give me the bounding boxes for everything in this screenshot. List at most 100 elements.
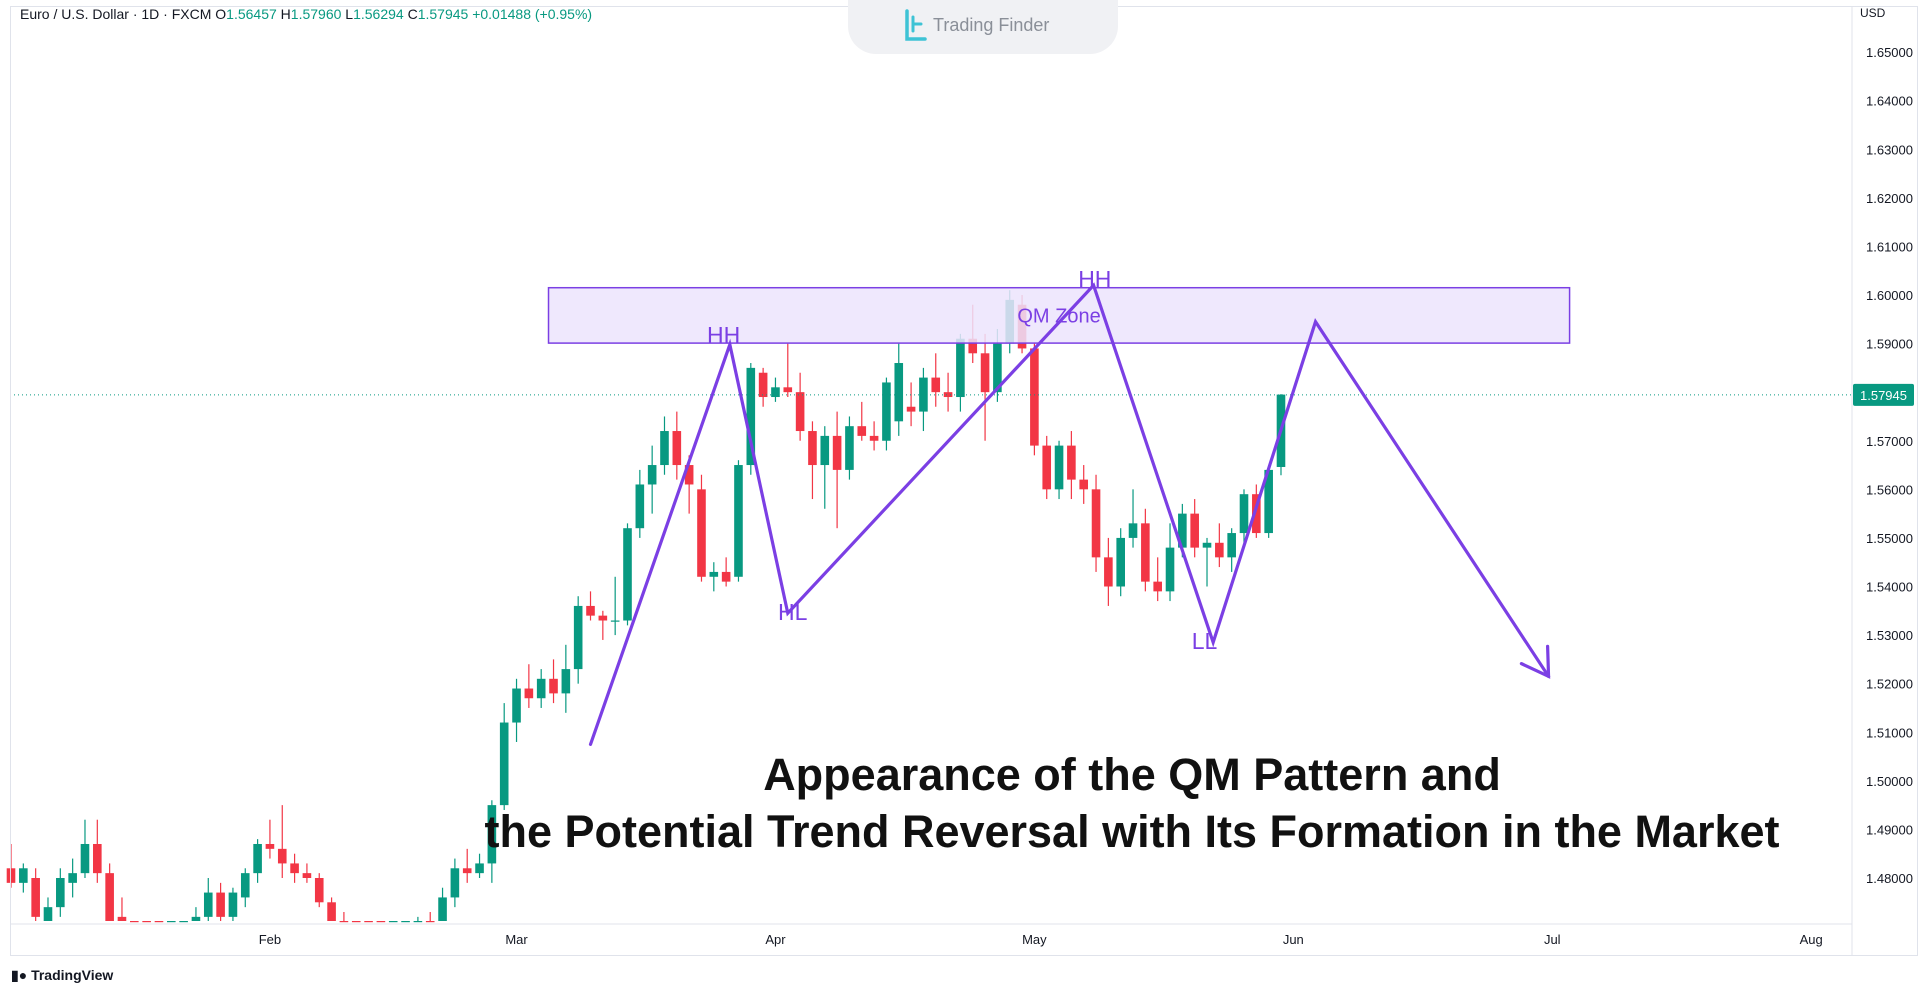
reversal-arrow-icon bbox=[1519, 644, 1551, 679]
candle bbox=[1227, 528, 1236, 572]
candle bbox=[709, 562, 719, 592]
candle-body bbox=[401, 921, 410, 923]
candle bbox=[339, 912, 349, 923]
candle bbox=[499, 703, 509, 810]
candle bbox=[697, 474, 706, 582]
candle bbox=[80, 819, 90, 878]
candle bbox=[1202, 537, 1212, 587]
candle bbox=[857, 401, 867, 441]
price-axis[interactable]: 1.65000 1.64000 1.63000 1.62000 1.61000 1.600… bbox=[1851, 6, 1914, 956]
high-label: H bbox=[280, 6, 291, 22]
candle-body bbox=[1091, 489, 1101, 558]
price-tick-label: 1.49000 bbox=[1866, 822, 1913, 837]
candle-body bbox=[191, 916, 201, 921]
candle bbox=[166, 921, 176, 923]
candle-body bbox=[1252, 494, 1261, 534]
candle bbox=[1116, 528, 1125, 597]
qm-pattern-line[interactable] bbox=[588, 282, 1551, 746]
candle-body bbox=[1153, 581, 1162, 592]
tradingview-brand: TradingView bbox=[31, 967, 114, 983]
candle-body bbox=[1178, 513, 1187, 548]
symbol-title[interactable]: Euro / U.S. Dollar · 1D · FXCM bbox=[20, 6, 212, 22]
candle-body bbox=[1239, 494, 1249, 534]
watermark-banner bbox=[848, 0, 1118, 54]
candle bbox=[1128, 489, 1138, 548]
price-tick-label: 1.62000 bbox=[1866, 191, 1913, 206]
candle bbox=[894, 343, 904, 436]
candle-body bbox=[1227, 533, 1236, 558]
candle bbox=[327, 897, 336, 921]
candle bbox=[203, 878, 213, 921]
tradingview-logo[interactable]: ▮● TradingView bbox=[11, 967, 113, 984]
candle bbox=[845, 416, 854, 480]
currency-label[interactable]: USD bbox=[1860, 6, 1886, 20]
time-tick-label: Mar bbox=[505, 932, 528, 947]
candle bbox=[783, 343, 793, 398]
candle-body bbox=[771, 387, 780, 398]
candle bbox=[314, 873, 324, 908]
price-tick-label: 1.64000 bbox=[1866, 94, 1913, 109]
last-price-badge bbox=[1853, 383, 1914, 406]
time-tick-label: Jun bbox=[1283, 932, 1304, 947]
candle bbox=[795, 372, 805, 441]
candle-body bbox=[105, 873, 114, 921]
pattern-point-label: HL bbox=[778, 599, 808, 625]
candle bbox=[19, 863, 28, 893]
candle bbox=[117, 897, 127, 921]
candle bbox=[610, 576, 620, 636]
candle bbox=[388, 921, 398, 923]
qm-zone-box[interactable] bbox=[547, 286, 1571, 344]
candle bbox=[1104, 537, 1113, 606]
candle bbox=[475, 853, 484, 878]
candle bbox=[302, 863, 312, 883]
candle bbox=[425, 912, 435, 923]
pattern-point-label: HH bbox=[1078, 266, 1111, 292]
candle-body bbox=[832, 435, 842, 470]
candle bbox=[1165, 523, 1175, 602]
time-tick-label: Feb bbox=[259, 932, 281, 947]
candle-body bbox=[561, 669, 571, 694]
candle-body bbox=[1079, 479, 1089, 490]
candle bbox=[277, 805, 287, 878]
price-tick-label: 1.56000 bbox=[1866, 482, 1913, 497]
candle-body bbox=[610, 620, 620, 622]
time-axis[interactable]: Feb Mar Apr May Jun Jul Aug bbox=[10, 923, 1852, 947]
qm-zone-label: QM Zone bbox=[1017, 305, 1100, 327]
candle-body bbox=[80, 843, 90, 874]
candle bbox=[1079, 465, 1089, 504]
price-tick-label: 1.54000 bbox=[1866, 580, 1913, 595]
candle-body bbox=[228, 892, 238, 917]
candle bbox=[956, 333, 965, 412]
candle-body bbox=[845, 426, 854, 470]
candle bbox=[672, 411, 682, 480]
high-value: 1.57960 bbox=[290, 6, 342, 22]
annotation-layer: Appearance of the QM Pattern and the Pote… bbox=[485, 749, 1780, 857]
time-tick-label: Apr bbox=[765, 932, 786, 947]
symbol-header: Euro / U.S. Dollar · 1D · FXCM O1.56457 … bbox=[20, 6, 592, 22]
pattern-point-label: LL bbox=[1192, 628, 1218, 654]
candle-body bbox=[697, 489, 706, 577]
candle-body bbox=[956, 338, 965, 398]
candle bbox=[919, 367, 928, 432]
close-value: 1.57945 bbox=[417, 6, 469, 22]
candle-body bbox=[1054, 445, 1064, 490]
candle-body bbox=[820, 435, 830, 466]
candle-body bbox=[450, 868, 460, 898]
qm-zone-layer: QM Zone bbox=[547, 286, 1571, 344]
last-price-label: 1.57945 bbox=[1860, 388, 1907, 403]
candle-body bbox=[635, 484, 645, 529]
candle-body bbox=[623, 528, 632, 621]
candle bbox=[1239, 489, 1249, 543]
candle-body bbox=[154, 921, 164, 923]
candle bbox=[68, 858, 77, 898]
candle-body bbox=[857, 426, 867, 436]
candle bbox=[647, 445, 657, 514]
candle-body bbox=[475, 863, 484, 874]
candle-body bbox=[968, 338, 978, 354]
candle-body bbox=[93, 843, 102, 874]
candle-body bbox=[203, 892, 213, 917]
candle-body bbox=[327, 902, 336, 921]
candle-body bbox=[869, 435, 879, 441]
candle-body bbox=[882, 382, 891, 441]
